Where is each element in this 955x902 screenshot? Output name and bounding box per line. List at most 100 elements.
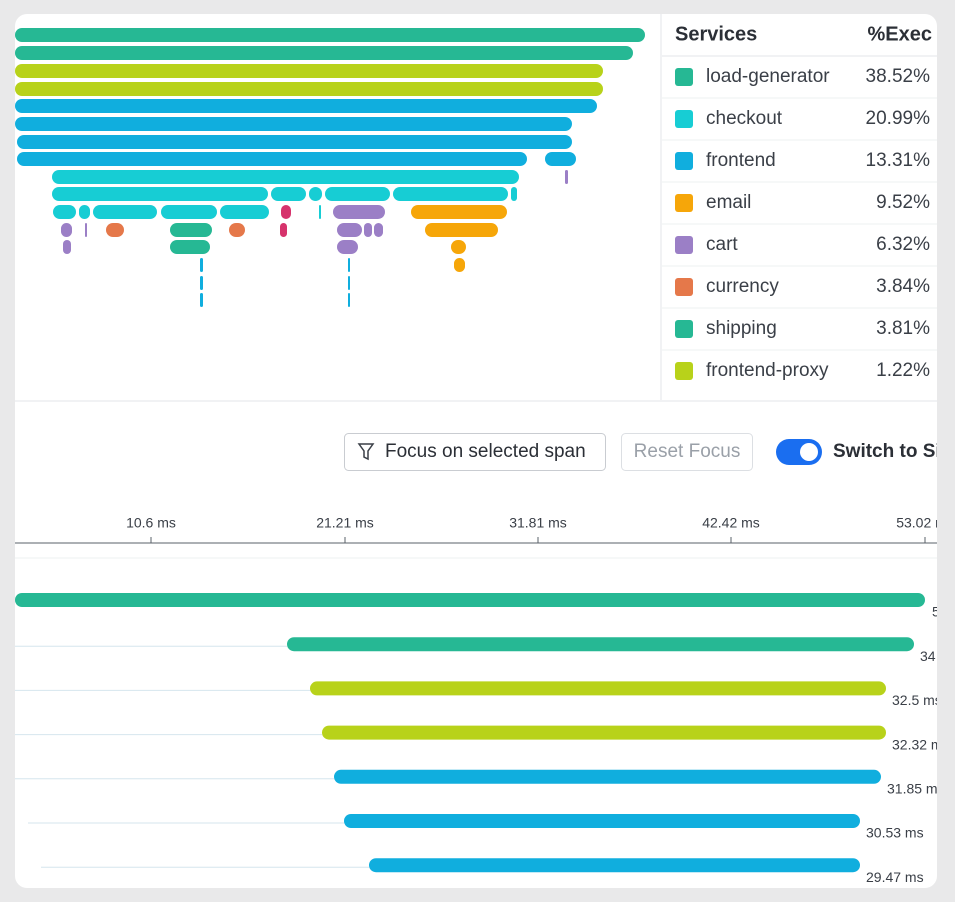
flame-span (52, 187, 268, 201)
flame-span (364, 223, 372, 237)
flame-span (309, 187, 322, 201)
span-duration: 29.47 ms (866, 869, 924, 885)
flame-span (337, 223, 362, 237)
flame-span (170, 240, 210, 254)
flame-span (319, 205, 321, 219)
span-duration: 31.85 ms (887, 781, 945, 797)
flame-span (52, 170, 519, 184)
flame-span (348, 293, 350, 307)
flame-span (15, 117, 572, 131)
flame-span (93, 205, 157, 219)
span-bar (322, 725, 886, 740)
flame-span (348, 276, 350, 290)
exec-header: %Exec (868, 23, 933, 45)
flame-span (348, 258, 350, 272)
service-swatch (675, 68, 693, 86)
service-swatch (675, 362, 693, 380)
reset-button[interactable] (621, 433, 753, 471)
flame-span (200, 258, 203, 272)
axis-tick-label: 10.6 ms (126, 515, 176, 531)
reset-label: Reset Focus (634, 441, 741, 462)
service-exec: 38.52% (866, 66, 931, 87)
service-swatch (675, 236, 693, 254)
service-swatch (675, 110, 693, 128)
flame-span (53, 205, 76, 219)
flame-span (63, 240, 71, 254)
service-exec: 6.32% (876, 234, 930, 255)
flame-span (15, 99, 597, 113)
service-swatch (675, 152, 693, 170)
service-name: shipping (706, 318, 777, 339)
span-duration: 34 (920, 648, 936, 664)
span-bar (344, 814, 860, 828)
flame-span (200, 276, 203, 290)
flame-span (15, 28, 645, 42)
service-exec: 13.31% (866, 150, 931, 171)
service-exec: 20.99% (866, 108, 931, 129)
span-bar (310, 681, 886, 696)
flame-span (170, 223, 212, 237)
flame-span (333, 205, 385, 219)
service-name: frontend-proxy (706, 360, 829, 381)
flame-span (229, 223, 245, 237)
services-header: Services (675, 23, 757, 45)
axis-tick-label: 42.42 ms (702, 515, 760, 531)
service-swatch (675, 320, 693, 338)
service-name: load-generator (706, 66, 830, 87)
flame-span (511, 187, 517, 201)
service-name: cart (706, 234, 738, 255)
flame-span (15, 46, 633, 60)
service-name: email (706, 192, 751, 213)
flame-span (337, 240, 358, 254)
flame-span (281, 205, 291, 219)
flame-span (79, 205, 90, 219)
flame-span (325, 187, 390, 201)
flame-graph (15, 28, 645, 307)
service-swatch (675, 194, 693, 212)
flame-span (565, 170, 568, 184)
axis-tick-label: 31.81 ms (509, 515, 567, 531)
flame-span (85, 223, 87, 237)
flame-span (411, 205, 507, 219)
toggle-knob (800, 443, 818, 461)
flame-span (425, 223, 498, 237)
flame-span (15, 64, 603, 78)
flame-span (106, 223, 124, 237)
span-duration: 32.32 ms (892, 736, 950, 752)
flame-span (393, 187, 508, 201)
span-bar (369, 858, 860, 873)
span-duration: 32.5 ms (892, 692, 942, 708)
span-duration: 30.53 ms (866, 825, 924, 841)
flame-span (451, 240, 466, 254)
flame-span (271, 187, 306, 201)
focus-label: Focus on selected span (385, 441, 586, 462)
focus-button[interactable] (344, 433, 606, 471)
service-name: currency (706, 276, 779, 297)
service-name: frontend (706, 150, 776, 171)
axis-tick-label: 53.02 ms (896, 515, 954, 531)
flame-span (17, 152, 527, 166)
flame-span (200, 293, 203, 307)
flame-span (220, 205, 269, 219)
flame-span (17, 135, 572, 149)
service-swatch (675, 278, 693, 296)
flame-span (374, 223, 383, 237)
service-name: checkout (706, 108, 783, 129)
toggle-label: Switch to Si (833, 441, 941, 462)
flame-span (161, 205, 217, 219)
flame-span (61, 223, 72, 237)
flame-span (280, 223, 287, 237)
flame-span (454, 258, 465, 272)
span-bar (287, 637, 914, 652)
service-exec: 3.81% (876, 318, 930, 339)
service-exec: 3.84% (876, 276, 930, 297)
service-exec: 1.22% (876, 360, 930, 381)
filter-icon (357, 443, 375, 461)
service-exec: 9.52% (876, 192, 930, 213)
span-bar (334, 769, 881, 784)
span-duration: 5 (932, 604, 940, 620)
flame-span (545, 152, 576, 166)
flame-span (15, 82, 603, 96)
axis-tick-label: 21.21 ms (316, 515, 374, 531)
